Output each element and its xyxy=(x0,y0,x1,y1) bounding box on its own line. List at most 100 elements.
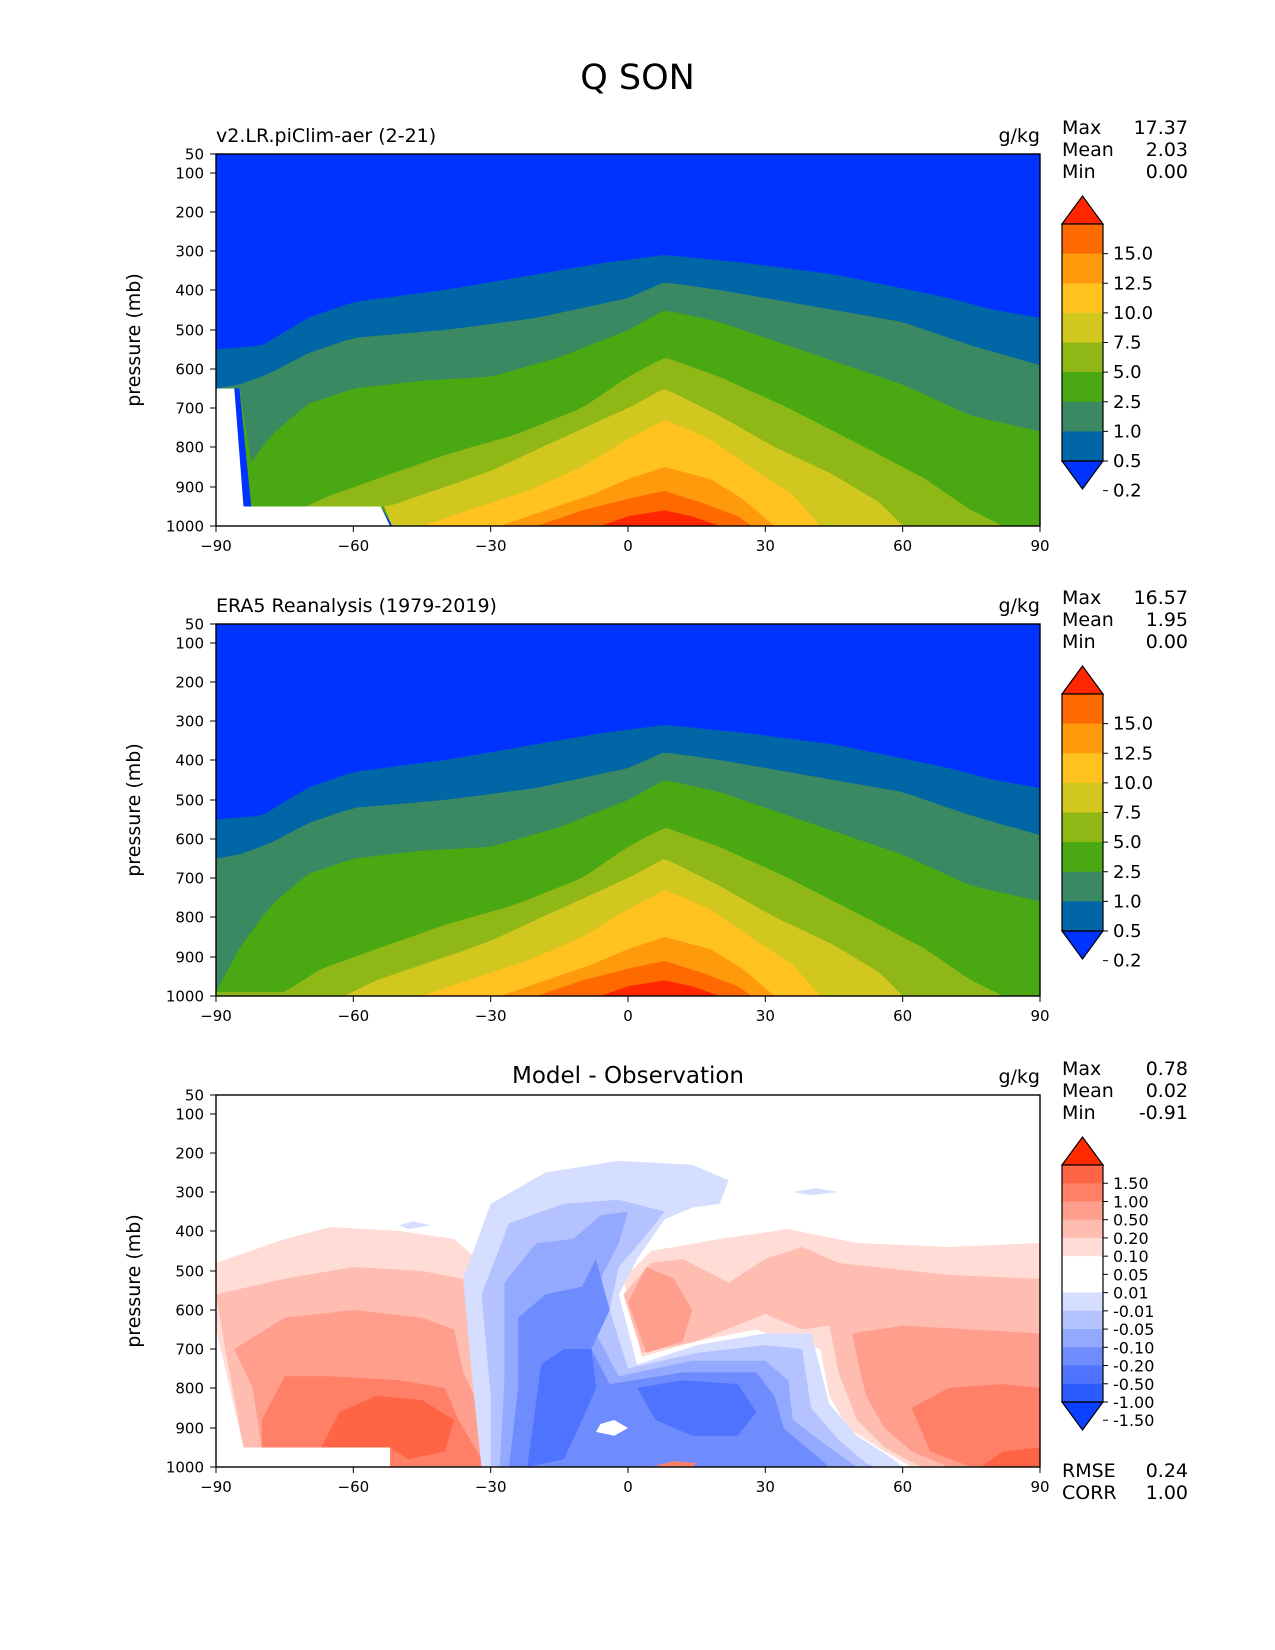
stat-label: Max xyxy=(1062,587,1101,609)
colorbar-frame xyxy=(1061,1164,1104,1403)
x-tick-label: 90 xyxy=(1030,1007,1049,1025)
colorbar-segment xyxy=(1062,1292,1103,1312)
footer-stat-value: 0.24 xyxy=(1146,1460,1188,1482)
colorbar-segment xyxy=(1062,1383,1103,1403)
x-tick-label: −30 xyxy=(475,1007,507,1025)
stat-value: 0.02 xyxy=(1146,1080,1188,1102)
contour-region-7 xyxy=(628,1267,693,1353)
footer-stat-value: 1.00 xyxy=(1146,1482,1188,1504)
stat-value: -0.91 xyxy=(1139,1102,1188,1124)
y-tick-label: 1000 xyxy=(166,518,204,536)
contour-region-10 xyxy=(980,1447,1040,1467)
colorbar-segment xyxy=(1062,401,1103,432)
units-label: g/kg xyxy=(998,595,1040,617)
colorbar-segment xyxy=(1062,372,1103,403)
footer-stat-label: RMSE xyxy=(1062,1460,1116,1482)
colorbar-segment xyxy=(1062,723,1103,754)
colorbar-extend-min xyxy=(1060,1401,1105,1432)
x-tick-label: −30 xyxy=(475,537,507,555)
colorbar-segment xyxy=(1062,1365,1103,1385)
colorbar-extend-min xyxy=(1060,460,1105,491)
colorbar-segment xyxy=(1062,871,1103,902)
colorbar-segment xyxy=(1062,1237,1103,1257)
colorbar-segment xyxy=(1062,283,1103,314)
colorbar-label: -0.01 xyxy=(1113,1302,1154,1321)
y-tick-label: 600 xyxy=(175,361,204,379)
colorbar-label: 2.5 xyxy=(1113,392,1142,413)
y-axis-label: pressure (mb) xyxy=(123,1214,145,1348)
colorbar-segment xyxy=(1062,1274,1103,1293)
colorbar-segment xyxy=(1062,753,1103,784)
contour-region-16 xyxy=(637,1380,757,1436)
colorbar-label: 2.5 xyxy=(1113,862,1142,883)
colorbar-segment xyxy=(1062,842,1103,873)
y-tick-label: 500 xyxy=(175,322,204,340)
colorbar-label: 0.5 xyxy=(1113,451,1142,472)
colorbar-label: 0.2 xyxy=(1113,951,1142,972)
colorbar-label: 7.5 xyxy=(1113,333,1142,354)
colorbar-label: 0.50 xyxy=(1113,1211,1149,1230)
stat-label: Mean xyxy=(1062,139,1114,161)
units-label: g/kg xyxy=(998,1066,1040,1088)
y-tick-label: 500 xyxy=(175,1263,204,1281)
x-tick-label: 60 xyxy=(893,1007,912,1025)
stat-value: 17.37 xyxy=(1134,117,1188,139)
x-tick-label: −90 xyxy=(200,1478,232,1496)
colorbar-segment xyxy=(1062,1183,1103,1202)
contour-level-8 xyxy=(536,491,752,526)
ground-mask xyxy=(216,1329,390,1467)
x-tick-label: −90 xyxy=(200,537,232,555)
colorbar-extend-min xyxy=(1060,930,1105,961)
panel-title-center: Model - Observation xyxy=(512,1063,744,1089)
y-tick-label: 900 xyxy=(175,1420,204,1438)
colorbar-segment xyxy=(1062,224,1103,254)
x-tick-label: 90 xyxy=(1030,1478,1049,1496)
y-tick-label: 50 xyxy=(185,1087,204,1105)
colorbar-extend-max xyxy=(1060,1135,1105,1166)
x-tick-label: −90 xyxy=(200,1007,232,1025)
y-tick-label: 300 xyxy=(175,243,204,261)
y-tick-label: 1000 xyxy=(166,988,204,1006)
units-label: g/kg xyxy=(998,125,1040,147)
y-tick-label: 50 xyxy=(185,616,204,634)
x-tick-label: 60 xyxy=(893,1478,912,1496)
y-tick-label: 700 xyxy=(175,1341,204,1359)
y-tick-label: 400 xyxy=(175,1223,204,1241)
colorbar-extend-max xyxy=(1060,194,1105,225)
contour-region-4 xyxy=(321,1396,454,1460)
x-tick-label: 30 xyxy=(756,1007,775,1025)
contour-field xyxy=(216,624,1040,996)
contour-field xyxy=(216,1095,1040,1467)
stat-value: 2.03 xyxy=(1146,139,1188,161)
y-tick-label: 200 xyxy=(175,1145,204,1163)
colorbar-label: 1.0 xyxy=(1113,891,1142,912)
colorbar-label: -1.50 xyxy=(1113,1411,1154,1430)
y-tick-label: 700 xyxy=(175,870,204,888)
y-tick-label: 200 xyxy=(175,674,204,692)
y-tick-label: 600 xyxy=(175,831,204,849)
y-tick-label: 900 xyxy=(175,949,204,967)
stat-label: Min xyxy=(1062,631,1096,653)
colorbar-segment xyxy=(1062,1201,1103,1221)
y-tick-label: 50 xyxy=(185,146,204,164)
colorbar-label: -0.10 xyxy=(1113,1338,1154,1357)
colorbar-segment xyxy=(1062,312,1103,343)
colorbar-segment xyxy=(1062,1219,1103,1239)
colorbar-segment xyxy=(1062,782,1103,813)
x-tick-label: 0 xyxy=(623,1478,633,1496)
y-axis-label: pressure (mb) xyxy=(123,273,145,407)
stat-value: 1.95 xyxy=(1146,609,1188,631)
y-tick-label: 100 xyxy=(175,635,204,653)
x-tick-label: 0 xyxy=(623,1007,633,1025)
colorbar-segment xyxy=(1062,253,1103,284)
y-tick-label: 800 xyxy=(175,909,204,927)
stat-value: 0.00 xyxy=(1146,161,1188,183)
x-tick-label: −60 xyxy=(338,1478,370,1496)
y-tick-label: 100 xyxy=(175,165,204,183)
contour-level-9 xyxy=(600,510,720,526)
x-tick-label: 90 xyxy=(1030,537,1049,555)
